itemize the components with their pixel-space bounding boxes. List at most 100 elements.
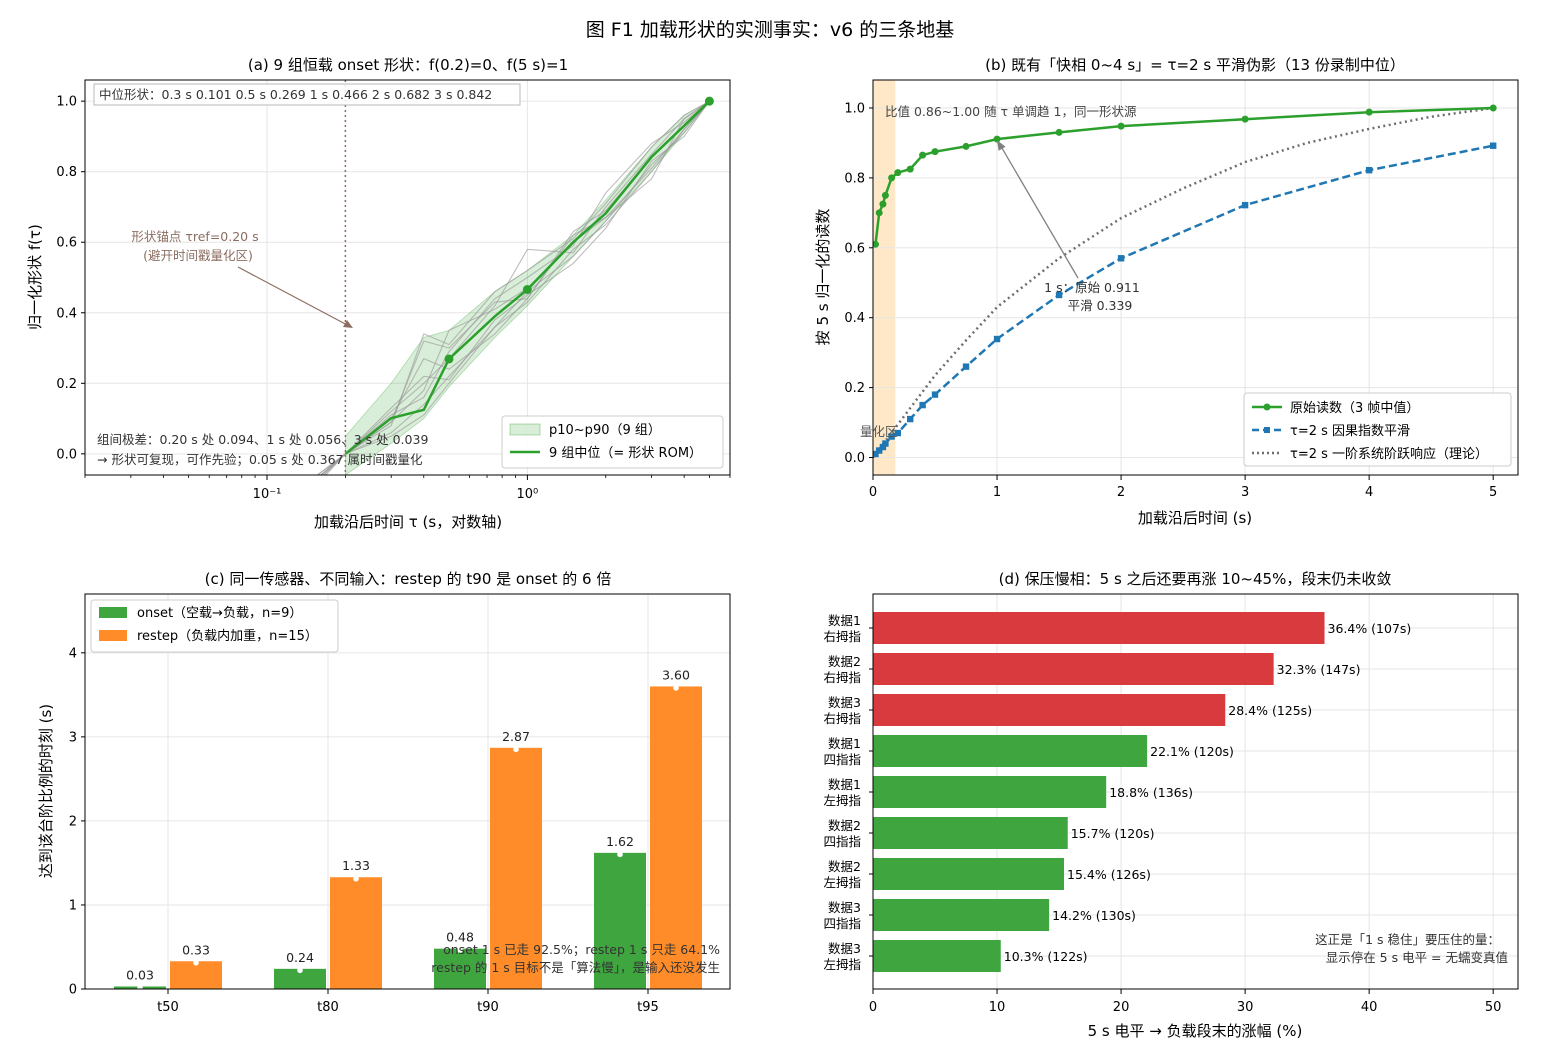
panel-a-ytick-label: 0.0 [56, 447, 77, 462]
panel-d-ytick-label: 右拇指 [823, 711, 861, 726]
panel-b-series-marker [993, 135, 1001, 143]
panel-b-series-marker [894, 429, 902, 437]
panel-d-bar [873, 612, 1325, 644]
panel-d-ytick-label: 数据1 [828, 613, 861, 628]
panel-b-xtick-label: 3 [1241, 485, 1249, 500]
panel-d-note-2: 显示停在 5 s 电平 = 无蠕变真值 [1326, 950, 1508, 965]
panel-c-legend-onset-label: onset（空载→负载，n=9） [137, 606, 302, 621]
panel-d-ytick-label: 右拇指 [823, 670, 861, 685]
panel-d-xtick-label: 50 [1485, 1000, 1502, 1015]
panel-d-ytick-label: 数据1 [828, 777, 861, 792]
panel-c-ticks: 0 1 2 3 4 t50 t80 t90 t95 [69, 646, 659, 1015]
panel-a-ytick-label: 0.6 [56, 236, 77, 251]
panel-a-anchor-label-2: (避开时间戳量化区) [143, 248, 253, 263]
panel-b-series-marker [962, 142, 970, 150]
panel-d-ytick-label: 左拇指 [823, 793, 861, 808]
panel-a-ticks: 0.0 0.2 0.4 0.6 0.8 1.0 10⁻¹ 10⁰ [56, 95, 731, 502]
panel-b-series-marker [919, 151, 927, 159]
panel-c-bar-median-dot [673, 685, 679, 691]
panel-a-xtick-label: 10⁰ [516, 487, 538, 502]
panel-b-series-marker [931, 148, 939, 156]
panel-d-bar [873, 735, 1148, 767]
panel-a-ytick-label: 0.4 [56, 306, 77, 321]
panel-b-xtick-label: 4 [1365, 485, 1373, 500]
panel-d-ticks: 0 10 20 30 40 50数据1右拇指数据2右拇指数据3右拇指数据1四指指数据1左拇… [823, 613, 1501, 1015]
panel-b-series-marker [873, 240, 879, 248]
panel-d-xtick-label: 10 [989, 1000, 1006, 1015]
panel-c-ytick-label: 3 [69, 730, 77, 745]
panel-c-bar-onset [274, 968, 326, 989]
panel-d-bar-label: 15.4% (126s) [1067, 867, 1151, 882]
panel-a-legend-box [501, 415, 724, 469]
panel-d-xtick-label: 20 [1113, 1000, 1130, 1015]
panel-a-legend-median-label: 9 组中位（= 形状 ROM） [549, 446, 702, 461]
panel-b-legend-raw-label: 原始读数（3 帧中值） [1290, 400, 1419, 416]
panel-b-legend-box [1243, 392, 1512, 467]
panel-c-xtick-label: t80 [317, 1000, 339, 1015]
panel-b-series [873, 104, 1497, 459]
panel-d-ytick-label: 左拇指 [823, 875, 861, 890]
panel-a-median-markers [444, 96, 714, 364]
panel-b-ytick-label: 0.4 [844, 311, 865, 326]
panel-b-series-marker [873, 450, 879, 458]
panel-c-frame [84, 593, 731, 990]
panel-b-series-marker [875, 209, 883, 217]
panel-c-title: (c) 同一传感器、不同输入：restep 的 t90 是 onset 的 6 … [205, 570, 612, 588]
panel-b-series-marker [888, 174, 896, 182]
panel-b-series-marker [907, 415, 914, 423]
panel-c-bar-label: 3.60 [662, 667, 690, 682]
panel-a-anchor-label-1: 形状锚点 τref=0.20 s [131, 229, 258, 244]
panel-a-ytick-label: 0.8 [56, 165, 77, 180]
panel-d-bar [873, 817, 1068, 849]
panel-b-series-line [873, 106, 1494, 459]
figure-title: 图 F1 加载形状的实测事实：v6 的三条地基 [586, 19, 954, 41]
panel-c-bar-onset [594, 852, 646, 989]
panel-b-title: (b) 既有「快相 0~4 s」= τ=2 s 平滑伪影（13 份录制中位） [985, 56, 1405, 74]
panel-a-top-note: 中位形状：0.3 s 0.101 0.5 s 0.269 1 s 0.466 2… [99, 87, 492, 102]
panel-b-arrow-label-1: 1 s：原始 0.911 [1044, 280, 1140, 295]
panel-c-ytick-label: 0 [69, 983, 77, 998]
panel-d-ytick-label: 四指指 [823, 916, 861, 931]
panel-d-xlabel: 5 s 电平 → 负载段末的涨幅 (%) [1088, 1022, 1303, 1040]
panel-d-bars: 36.4% (107s) 32.3% (147s) 28.4% (125s) 22.1… [873, 612, 1411, 972]
panel-d-ytick-label: 左拇指 [823, 957, 861, 972]
panel-b-series-marker [879, 443, 887, 451]
panel-b-series-marker [1489, 104, 1497, 112]
panel-d-bar-label: 22.1% (120s) [1150, 744, 1234, 759]
panel-b-arrow-label-2: 平滑 0.339 [1068, 298, 1133, 313]
panel-b-xtick-label: 2 [1117, 485, 1125, 500]
panel-b-frame [872, 79, 1519, 476]
panel-b-series-marker [962, 363, 970, 370]
panel-d-ytick-label: 数据1 [828, 736, 861, 751]
panel-b-series-marker [919, 401, 926, 409]
panel-b-ytick-label: 0.8 [844, 171, 865, 186]
panel-c-xtick-label: t50 [157, 1000, 179, 1015]
panel-b-series-marker [881, 191, 889, 199]
panel-a-ylabel: 归一化形状 f(τ) [26, 224, 44, 330]
panel-d-bar [873, 694, 1226, 726]
panel-a-bottom-note-2: → 形状可复现，可作先验；0.05 s 处 0.367 属时间戳量化 [97, 452, 423, 467]
panel-b-ytick-label: 1.0 [844, 101, 865, 116]
panel-c-bars: 0.03 0.33 0.24 1.33 0.48 2.87 1.62 3.60 [114, 667, 702, 991]
panel-a-median-marker [704, 96, 714, 106]
panel-d-ytick-label: 数据3 [828, 900, 861, 915]
panel-c-bar-median-dot [297, 967, 303, 974]
panel-c-legend-restep-swatch [99, 630, 127, 641]
panel-b-series-marker [906, 165, 914, 173]
panel-c-bar-median-dot [513, 746, 519, 753]
panel-d-title: (d) 保压慢相：5 s 之后还要再涨 10~45%，段末仍未收敛 [999, 570, 1392, 588]
panel-b-quant-label: 量化区 [860, 424, 898, 439]
panel-d-ytick-label: 数据2 [828, 818, 861, 833]
panel-b-legend-smooth-label: τ=2 s 因果指数平滑 [1290, 424, 1410, 439]
panel-b-ytick-label: 0.6 [844, 241, 865, 256]
panel-c-bar-label: 0.03 [126, 967, 154, 982]
panel-c-bar-onset [434, 948, 486, 989]
panel-a-xlabel: 加载沿后时间 τ (s，对数轴) [314, 513, 502, 531]
panel-b-smoothing-artifact: (b) 既有「快相 0~4 s」= τ=2 s 平滑伪影（13 份录制中位） 0… [814, 56, 1519, 527]
panel-a-title: (a) 9 组恒载 onset 形状：f(0.2)=0、f(5 s)=1 [248, 56, 568, 74]
panel-b-annotation-arrow [998, 142, 1079, 279]
panel-a-xtick-label: 10⁻¹ [253, 487, 282, 502]
panel-a-median-marker [444, 354, 454, 364]
panel-c-legend-box [90, 599, 339, 653]
